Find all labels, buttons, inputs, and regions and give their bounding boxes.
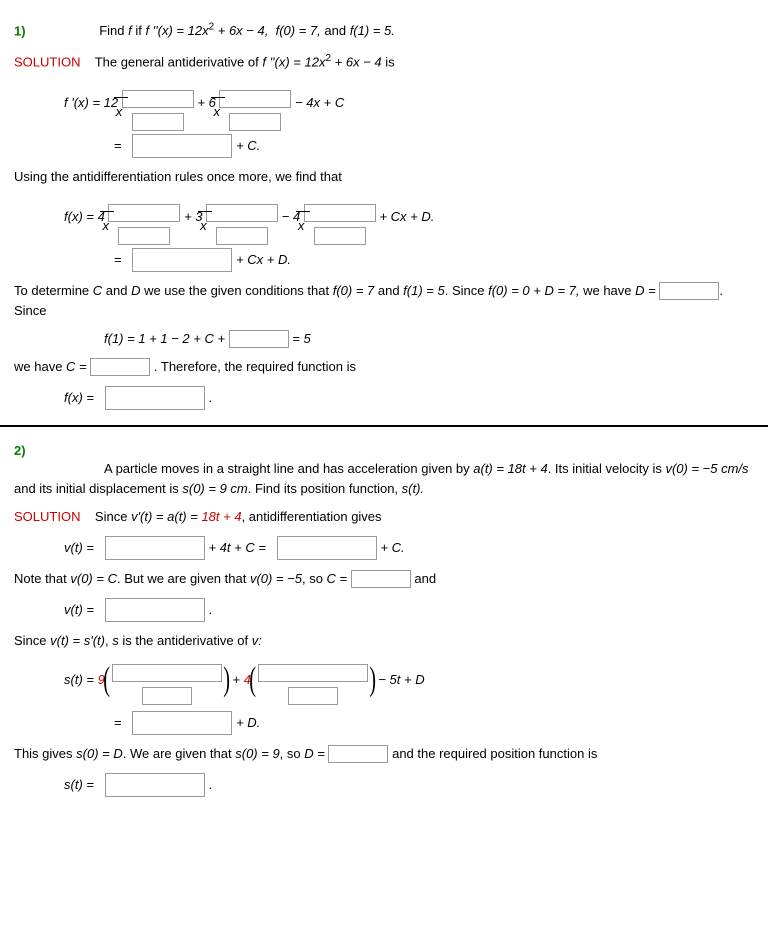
q1-wehavec: we have C = . Therefore, the required fu… bbox=[14, 357, 754, 377]
q1-using: Using the antidifferentiation rules once… bbox=[14, 167, 754, 187]
blank-input[interactable] bbox=[216, 227, 268, 245]
blank-input[interactable] bbox=[132, 134, 232, 158]
frac-4: x bbox=[206, 196, 278, 239]
blank-input[interactable] bbox=[229, 113, 281, 131]
divider bbox=[0, 425, 768, 427]
solution-label: SOLUTION bbox=[14, 55, 80, 70]
q1-solution-line: SOLUTION The general antiderivative of f… bbox=[14, 49, 754, 72]
blank-input[interactable] bbox=[90, 358, 150, 376]
q2-solution-line: SOLUTION Since v'(t) = a(t) = 18t + 4, a… bbox=[14, 507, 754, 527]
solution-label: SOLUTION bbox=[14, 509, 80, 524]
blank-input[interactable] bbox=[142, 687, 192, 705]
blank-input[interactable] bbox=[112, 664, 222, 682]
q2-st-eq: = + D. bbox=[114, 710, 754, 736]
blank-input[interactable] bbox=[258, 664, 368, 682]
q1-f1-line: f(1) = 1 + 1 − 2 + C + = 5 bbox=[104, 329, 754, 349]
q1-determine: To determine C and D we use the given co… bbox=[14, 281, 754, 321]
q2-gives: This gives s(0) = D. We are given that s… bbox=[14, 744, 754, 764]
q1-fprime-eq: = + C. bbox=[114, 133, 754, 159]
frac-6 bbox=[112, 659, 222, 702]
blank-input[interactable] bbox=[132, 113, 184, 131]
q2-vt-final: v(t) = . bbox=[64, 597, 754, 623]
frac-5: x bbox=[304, 196, 376, 239]
q1-prompt: Find f if f ''(x) = 12x2 + 6x − 4, f(0) … bbox=[99, 23, 395, 38]
blank-input[interactable] bbox=[105, 536, 205, 560]
blank-input[interactable] bbox=[105, 773, 205, 797]
q2-since: Since v(t) = s'(t), s is the antiderivat… bbox=[14, 631, 754, 651]
q2-header: 2) bbox=[14, 441, 754, 461]
blank-input[interactable] bbox=[659, 282, 719, 300]
frac-7 bbox=[258, 659, 368, 702]
q1-fx-final: f(x) = . bbox=[64, 385, 754, 411]
frac-3: x bbox=[108, 196, 180, 239]
q1-header: 1) Find f if f ''(x) = 12x2 + 6x − 4, f(… bbox=[14, 18, 754, 41]
q1-fx-line: f(x) = 4 x + 3 x − 4 x + Cx + D. bbox=[64, 195, 754, 239]
blank-input[interactable] bbox=[328, 745, 388, 763]
q1-number: 1) bbox=[14, 23, 26, 38]
blank-input[interactable] bbox=[314, 227, 366, 245]
blank-input[interactable] bbox=[118, 227, 170, 245]
q2-number: 2) bbox=[14, 443, 26, 458]
q1-fx-eq: = + Cx + D. bbox=[114, 247, 754, 273]
blank-input[interactable] bbox=[351, 570, 411, 588]
frac-2: x bbox=[219, 82, 291, 125]
frac-1: x bbox=[122, 82, 194, 125]
q2-st-line: s(t) = 9( ) + 4( ) − 5t + D bbox=[64, 659, 754, 702]
q2-vt-line: v(t) = + 4t + C = + C. bbox=[64, 535, 754, 561]
blank-input[interactable] bbox=[105, 598, 205, 622]
q2-note: Note that v(0) = C. But we are given tha… bbox=[14, 569, 754, 589]
q2-st-final: s(t) = . bbox=[64, 772, 754, 798]
q2-prompt: A particle moves in a straight line and … bbox=[14, 459, 754, 499]
blank-input[interactable] bbox=[277, 536, 377, 560]
blank-input[interactable] bbox=[288, 687, 338, 705]
blank-input[interactable] bbox=[132, 248, 232, 272]
q1-fprime-line: f '(x) = 12 x + 6 x − 4x + C bbox=[64, 81, 754, 125]
blank-input[interactable] bbox=[229, 330, 289, 348]
blank-input[interactable] bbox=[105, 386, 205, 410]
blank-input[interactable] bbox=[132, 711, 232, 735]
